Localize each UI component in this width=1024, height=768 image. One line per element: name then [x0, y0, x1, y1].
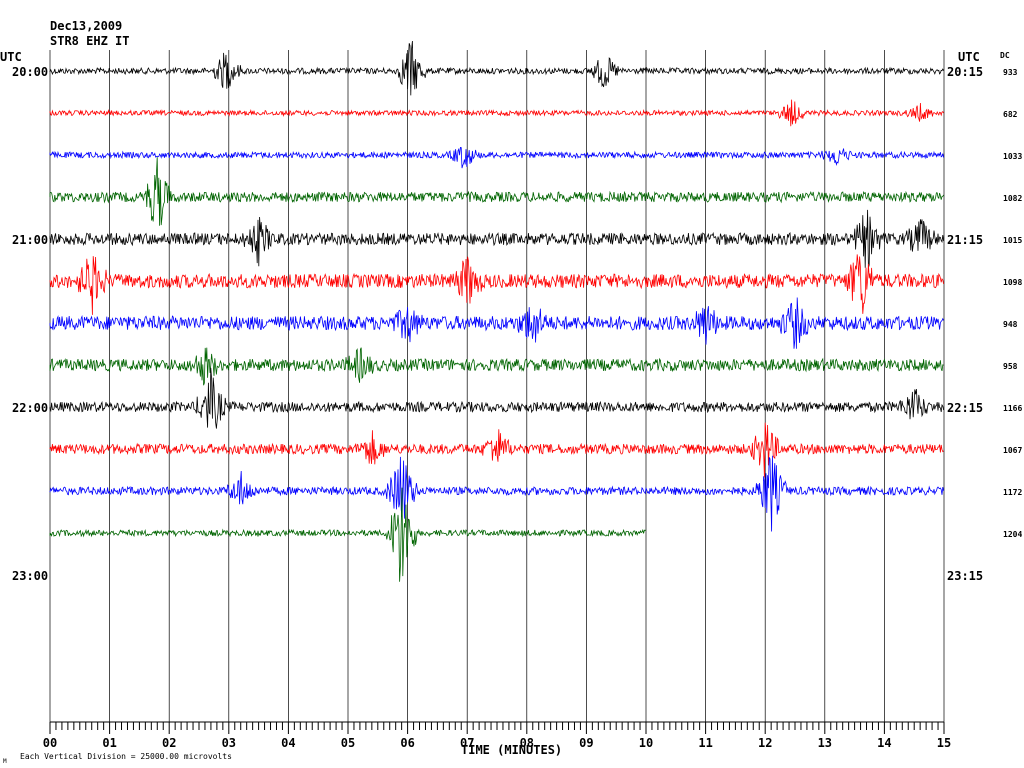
dc-value-label: 933 [1003, 68, 1018, 77]
trace-row-6 [49, 297, 944, 349]
scale-note: Each Vertical Division = 25000.00 microv… [20, 752, 232, 761]
right-time-label: 22:15 [947, 401, 983, 415]
trace-row-5 [49, 254, 944, 315]
right-time-label: 23:15 [947, 569, 983, 583]
x-tick-label-05: 05 [341, 736, 355, 750]
x-tick-label-13: 13 [818, 736, 832, 750]
left-utc-title: UTC [0, 50, 22, 64]
x-tick-label-12: 12 [758, 736, 772, 750]
x-tick-label-10: 10 [639, 736, 653, 750]
right-time-labels: 20:15 21:15 22:15 23:15 [947, 65, 983, 583]
station-label: STR8 EHZ IT [50, 34, 130, 48]
dc-title: DC [1000, 51, 1010, 60]
dc-labels: 933 682 1033 1082 1015 1098 948 958 1166 1067 1172… [1003, 68, 1022, 539]
dc-value-label: 958 [1003, 362, 1018, 371]
dc-value-label: 1172 [1003, 488, 1022, 497]
left-time-label: 21:00 [12, 233, 48, 247]
trace-row-7 [49, 347, 944, 386]
minute-grid [49, 50, 945, 722]
dc-value-label: 948 [1003, 320, 1018, 329]
trace-row-2 [49, 147, 944, 169]
left-time-labels: 20:00 21:00 22:00 23:00 [12, 65, 48, 583]
dc-value-label: 1166 [1003, 404, 1022, 413]
x-tick-label-03: 03 [222, 736, 236, 750]
x-tick-label-14: 14 [877, 736, 891, 750]
dc-value-label: 1067 [1003, 446, 1022, 455]
trace-row-10 [49, 455, 944, 532]
x-tick-label-04: 04 [281, 736, 295, 750]
x-axis: 00 01 02 03 04 05 06 07 08 09 10 11 12 13 14 15 [43, 721, 951, 750]
right-time-label: 21:15 [947, 233, 983, 247]
x-tick-label-00: 00 [43, 736, 57, 750]
trace-row-1 [49, 99, 944, 127]
x-tick-label-01: 01 [102, 736, 116, 750]
trace-row-4 [49, 209, 944, 269]
x-tick-label-15: 15 [937, 736, 951, 750]
footer-mark: M [3, 758, 7, 765]
x-tick-label-06: 06 [400, 736, 414, 750]
dc-value-label: 682 [1003, 110, 1018, 119]
right-utc-title: UTC [958, 50, 980, 64]
date-label: Dec13,2009 [50, 19, 123, 33]
trace-row-8 [49, 367, 944, 429]
trace-row-11 [49, 487, 647, 582]
seismic-traces [49, 40, 944, 582]
x-tick-label-08: 08 [520, 736, 534, 750]
left-time-label: 20:00 [12, 65, 48, 79]
dc-value-label: 1098 [1003, 278, 1022, 287]
trace-row-0 [49, 40, 944, 96]
trace-row-3 [49, 157, 944, 226]
dc-value-label: 1204 [1003, 530, 1022, 539]
right-time-label: 20:15 [947, 65, 983, 79]
dc-value-label: 1033 [1003, 152, 1022, 161]
x-axis-title: TIME (MINUTES) [461, 743, 563, 757]
dc-value-label: 1015 [1003, 236, 1022, 245]
trace-row-9 [49, 422, 944, 478]
x-tick-label-02: 02 [162, 736, 176, 750]
x-tick-label-11: 11 [698, 736, 712, 750]
left-time-label: 23:00 [12, 569, 48, 583]
dc-value-label: 1082 [1003, 194, 1022, 203]
x-tick-label-09: 09 [579, 736, 593, 750]
x-tick-label-07: 07 [460, 736, 474, 750]
left-time-label: 22:00 [12, 401, 48, 415]
